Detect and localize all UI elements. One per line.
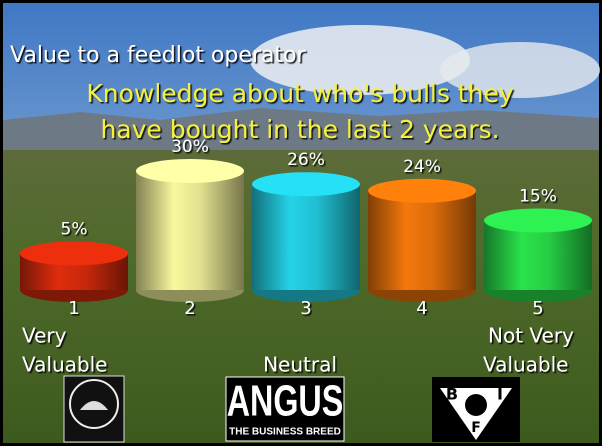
bar-top xyxy=(252,172,360,196)
logo-bif: B I F xyxy=(432,377,520,442)
logo-head xyxy=(465,394,487,416)
logo-letter: F xyxy=(471,420,481,436)
x-tick-label: 4 xyxy=(416,298,427,319)
bar-top xyxy=(484,209,592,233)
x-tick-label: 3 xyxy=(300,298,311,319)
chart-subtitle: have bought in the last 2 years. xyxy=(100,115,499,144)
x-tick-label: 5 xyxy=(532,298,543,319)
chart-title: Value to a feedlot operator xyxy=(10,43,307,68)
logo-left xyxy=(64,376,124,442)
chart: Value to a feedlot operator Knowledge ab… xyxy=(0,0,602,446)
logo-tagline: THE BUSINESS BREED xyxy=(229,427,341,438)
data-label: 24% xyxy=(403,157,441,177)
annotation: Valuable xyxy=(22,353,107,377)
x-tick-label: 1 xyxy=(68,298,79,319)
annotation: Valuable xyxy=(483,353,568,377)
bar xyxy=(136,171,244,290)
chart-subtitle: Knowledge about who's bulls they xyxy=(86,79,513,108)
logo-angus: ANGUS THE BUSINESS BREED xyxy=(226,377,344,441)
data-label: 30% xyxy=(171,137,209,157)
logo-text: ANGUS xyxy=(227,377,344,426)
data-label: 15% xyxy=(519,187,557,207)
annotation: Very xyxy=(22,324,67,348)
annotation: Neutral xyxy=(263,353,337,377)
bar-top xyxy=(368,179,476,203)
data-label: 26% xyxy=(287,150,325,170)
bar xyxy=(368,191,476,290)
bar xyxy=(252,184,360,290)
logo-letter: B xyxy=(446,385,458,404)
logo-letter: I xyxy=(497,385,503,404)
bar-top xyxy=(20,242,128,266)
data-label: 5% xyxy=(61,220,88,240)
bar-top xyxy=(136,159,244,183)
x-tick-label: 2 xyxy=(184,298,195,319)
annotation: Not Very xyxy=(488,324,574,348)
